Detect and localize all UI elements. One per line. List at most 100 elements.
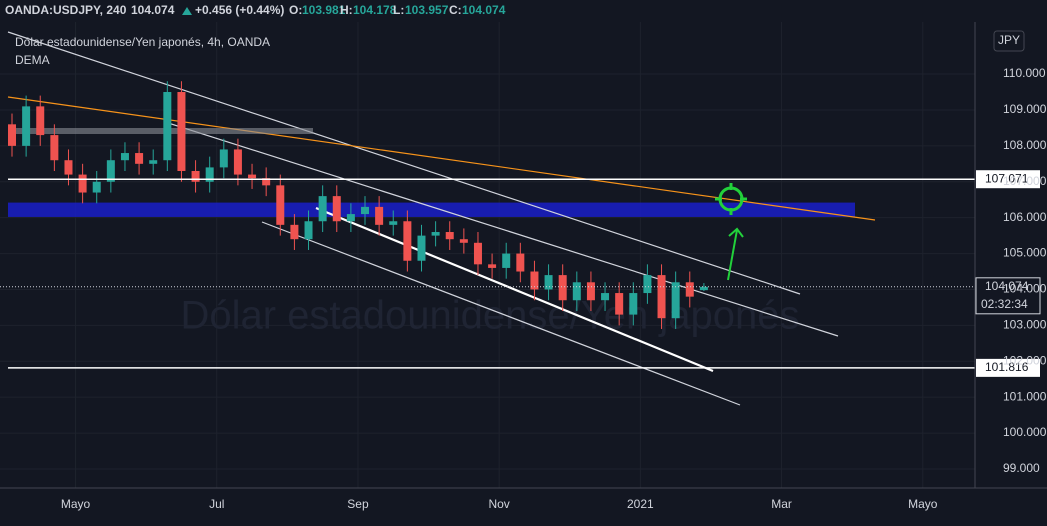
- candle-body: [699, 286, 708, 291]
- candle-body: [149, 160, 158, 164]
- trend-line: [261, 221, 741, 406]
- zone-layer: [8, 202, 855, 217]
- candle-body: [417, 235, 426, 261]
- y-tick-label: 103.000: [1003, 318, 1047, 332]
- x-tick-label: Jul: [209, 497, 224, 511]
- candle-body: [445, 232, 454, 240]
- candle-body: [36, 106, 45, 136]
- symbol: OANDA:USDJPY, 240: [5, 3, 127, 17]
- change: +0.456 (+0.44%): [195, 3, 284, 17]
- candle-body: [671, 282, 680, 319]
- trend-lines: [7, 31, 876, 406]
- currency[interactable]: JPY: [998, 33, 1020, 47]
- candle-body: [64, 160, 73, 175]
- gray-zone: [8, 128, 313, 134]
- candle-body: [488, 264, 497, 268]
- y-tick-label: 104.000: [1003, 282, 1047, 296]
- candle-body: [473, 242, 482, 265]
- x-tick-label: Mar: [771, 497, 792, 511]
- candle-body: [572, 282, 581, 301]
- zone: [8, 202, 855, 217]
- y-tick-label: 106.000: [1003, 210, 1047, 224]
- candle-body: [135, 153, 144, 164]
- indicator: DEMA: [15, 53, 50, 67]
- candle-body: [8, 124, 17, 146]
- candle-body: [318, 196, 327, 222]
- axis-labels: 99.000 100.000 101.000 102.000 103.000 104.00…: [61, 66, 1047, 511]
- candle-body: [248, 174, 257, 179]
- candle-body: [643, 275, 652, 294]
- level-label: 107.071: [985, 171, 1029, 185]
- levels: 107.071 101.816 104.074 02:32:34: [0, 170, 1041, 377]
- candle-body: [502, 253, 511, 268]
- candle-body: [403, 221, 412, 261]
- x-tick-label: 2021: [627, 497, 654, 511]
- candle-body: [205, 167, 214, 182]
- candle-body: [615, 293, 624, 315]
- candle-body: [332, 196, 341, 222]
- candle-body: [389, 221, 398, 225]
- candle-body: [78, 174, 87, 193]
- candle-body: [685, 282, 694, 297]
- last: 104.074: [131, 3, 175, 17]
- header: OANDA:USDJPY, 240 104.074 +0.456 (+0.44%…: [5, 3, 506, 17]
- candle-body: [262, 178, 271, 186]
- y-tick-label: 100.000: [1003, 425, 1047, 439]
- candle-body: [601, 293, 610, 301]
- candle-body: [375, 206, 384, 225]
- candle-body: [92, 181, 101, 193]
- y-tick-label: 110.000: [1003, 66, 1046, 80]
- candle-body: [558, 275, 567, 301]
- chart-title: Dólar estadounidense/Yen japonés, 4h, OA…: [15, 35, 270, 49]
- candle-body: [459, 239, 468, 243]
- y-tick-label: 107.000: [1003, 174, 1047, 188]
- candles: [8, 81, 708, 329]
- currency-box[interactable]: [993, 30, 1025, 52]
- candle-body: [304, 221, 313, 240]
- candle-body: [50, 135, 59, 161]
- y-tick-label: 108.000: [1003, 138, 1047, 152]
- candle-body: [22, 106, 31, 146]
- open: 103.981: [302, 3, 346, 17]
- candle-body: [219, 149, 228, 168]
- y-tick-label: 102.000: [1003, 353, 1047, 367]
- grid: [0, 22, 975, 488]
- trend-line: [315, 206, 714, 373]
- y-tick-label: 105.000: [1003, 246, 1047, 260]
- y-tick-label: 101.000: [1003, 389, 1047, 403]
- candle-body: [657, 275, 666, 319]
- level-tag: [976, 170, 1040, 189]
- watermark: Dólar estadounidense/Yen japonés: [180, 294, 799, 338]
- candle-body: [516, 253, 525, 272]
- close: 104.074: [462, 3, 506, 17]
- l-label: L:: [393, 3, 404, 17]
- level-tag: [976, 358, 1040, 377]
- candle-body: [629, 293, 638, 315]
- candle-body: [163, 92, 172, 161]
- x-tick-label: Sep: [347, 497, 369, 511]
- low: 103.957: [405, 3, 449, 17]
- candle-body: [544, 275, 553, 290]
- candle-body: [290, 224, 299, 240]
- candle-body: [431, 232, 440, 236]
- candle-body: [361, 206, 370, 215]
- candle-body: [177, 92, 186, 171]
- trend-line: [164, 121, 839, 337]
- y-tick-label: 99.000: [1003, 461, 1040, 475]
- target-icon: [715, 183, 747, 281]
- x-tick-label: Nov: [488, 497, 509, 511]
- candle-body: [106, 160, 115, 182]
- candle-body: [191, 170, 200, 182]
- candle-body: [586, 282, 595, 301]
- up-arrow: [182, 7, 192, 15]
- countdown: 02:32:34: [981, 297, 1028, 311]
- candle-body: [233, 149, 242, 175]
- h-label: H:: [340, 3, 353, 17]
- trend-line: [7, 96, 876, 221]
- y-tick-label: 109.000: [1003, 102, 1047, 116]
- last-price-tag: [975, 277, 1041, 315]
- last-price-label: 104.074: [985, 279, 1029, 293]
- x-tick-label: Mayo: [61, 497, 91, 511]
